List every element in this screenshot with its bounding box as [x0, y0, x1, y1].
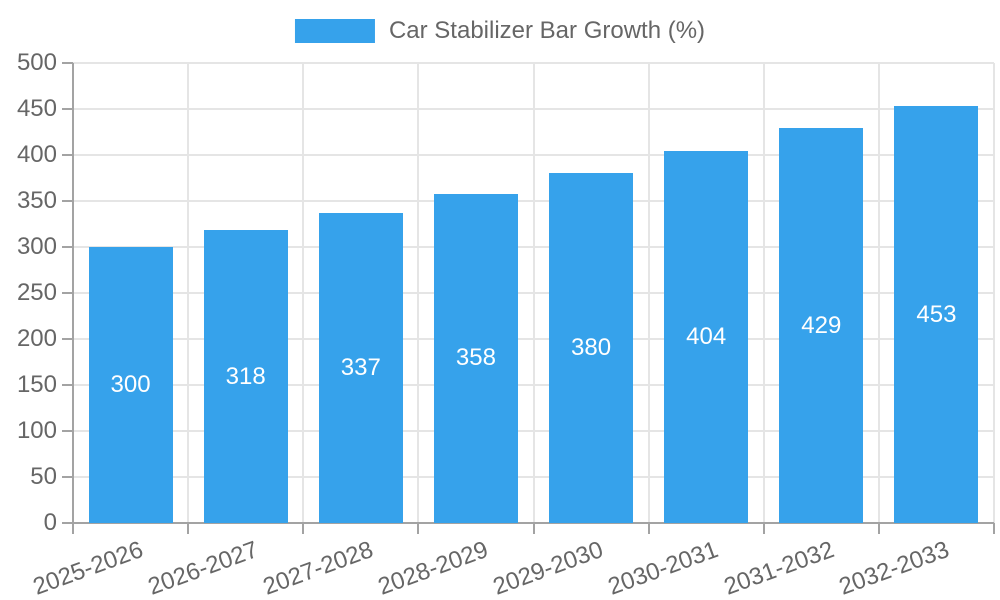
legend-swatch[interactable]	[294, 19, 375, 43]
bar[interactable]	[318, 212, 403, 523]
y-axis-label: 200	[16, 325, 57, 352]
y-axis-label: 500	[16, 49, 57, 76]
gridline-vertical	[302, 63, 305, 523]
x-axis-tick	[72, 523, 74, 534]
bar-value-label: 404	[686, 323, 727, 351]
bar-value-label: 300	[110, 371, 151, 398]
y-axis-tick	[62, 430, 73, 432]
bar[interactable]	[549, 173, 634, 523]
y-axis-tick	[62, 154, 73, 156]
y-axis-tick	[62, 292, 73, 294]
x-axis-tick	[647, 523, 650, 534]
x-axis-tick	[417, 523, 420, 534]
bar[interactable]	[433, 193, 518, 523]
x-axis-label: 2028-2029	[374, 536, 492, 600]
gridline-vertical	[762, 63, 765, 523]
x-axis-tick	[762, 523, 765, 534]
x-axis-label: 2031-2032	[720, 536, 838, 600]
y-axis-label: 350	[16, 187, 57, 214]
x-axis-tick	[877, 523, 880, 534]
bar-value-label: 337	[340, 353, 381, 381]
y-axis-tick	[62, 384, 73, 386]
x-axis-tick	[302, 523, 305, 534]
x-axis-label: 2030-2031	[604, 536, 723, 600]
gridline-vertical	[417, 63, 420, 523]
y-axis-label: 0	[43, 509, 57, 536]
legend[interactable]: Car Stabilizer Bar Growth (%)	[294, 17, 706, 45]
y-axis-label: 150	[16, 371, 57, 398]
y-axis-tick	[62, 200, 73, 202]
x-axis-tick	[993, 523, 995, 534]
bar[interactable]	[894, 106, 979, 523]
y-axis-tick	[62, 338, 73, 340]
gridline-vertical	[187, 63, 190, 523]
x-axis-label: 2027-2028	[259, 536, 377, 600]
bar[interactable]	[664, 151, 749, 523]
x-axis-tick	[532, 523, 535, 534]
y-axis-label: 50	[30, 463, 57, 490]
bar[interactable]	[88, 247, 173, 523]
bar[interactable]	[779, 128, 864, 523]
x-axis-tick	[187, 523, 190, 534]
y-axis-label: 400	[16, 141, 57, 168]
gridline-vertical	[647, 63, 650, 523]
x-axis-label: 2026-2027	[144, 536, 262, 600]
bar-value-label: 380	[571, 334, 612, 362]
y-axis-label: 300	[16, 233, 57, 260]
legend-label[interactable]: Car Stabilizer Bar Growth (%)	[388, 17, 706, 44]
y-axis-label: 100	[16, 417, 57, 444]
x-axis-label: 2032-2033	[835, 536, 953, 600]
gridline-vertical	[877, 63, 880, 523]
x-axis-label: 2029-2030	[489, 536, 607, 600]
bar-value-label: 318	[225, 362, 266, 390]
y-axis-label: 250	[16, 279, 57, 306]
y-axis-tick	[62, 108, 73, 110]
gridline-vertical	[532, 63, 535, 523]
gridline-vertical	[993, 63, 995, 523]
y-axis-tick	[62, 246, 73, 248]
y-axis-label: 450	[16, 95, 57, 122]
y-axis-tick	[62, 62, 73, 64]
y-axis-tick	[62, 476, 73, 478]
y-axis-tick	[62, 522, 73, 524]
bar-value-label: 429	[801, 311, 842, 339]
y-axis-line	[72, 63, 74, 523]
bar-value-label: 453	[916, 300, 957, 328]
x-axis-label: 2025-2026	[29, 536, 147, 600]
bar-value-label: 358	[455, 344, 496, 372]
bar[interactable]	[203, 230, 288, 523]
